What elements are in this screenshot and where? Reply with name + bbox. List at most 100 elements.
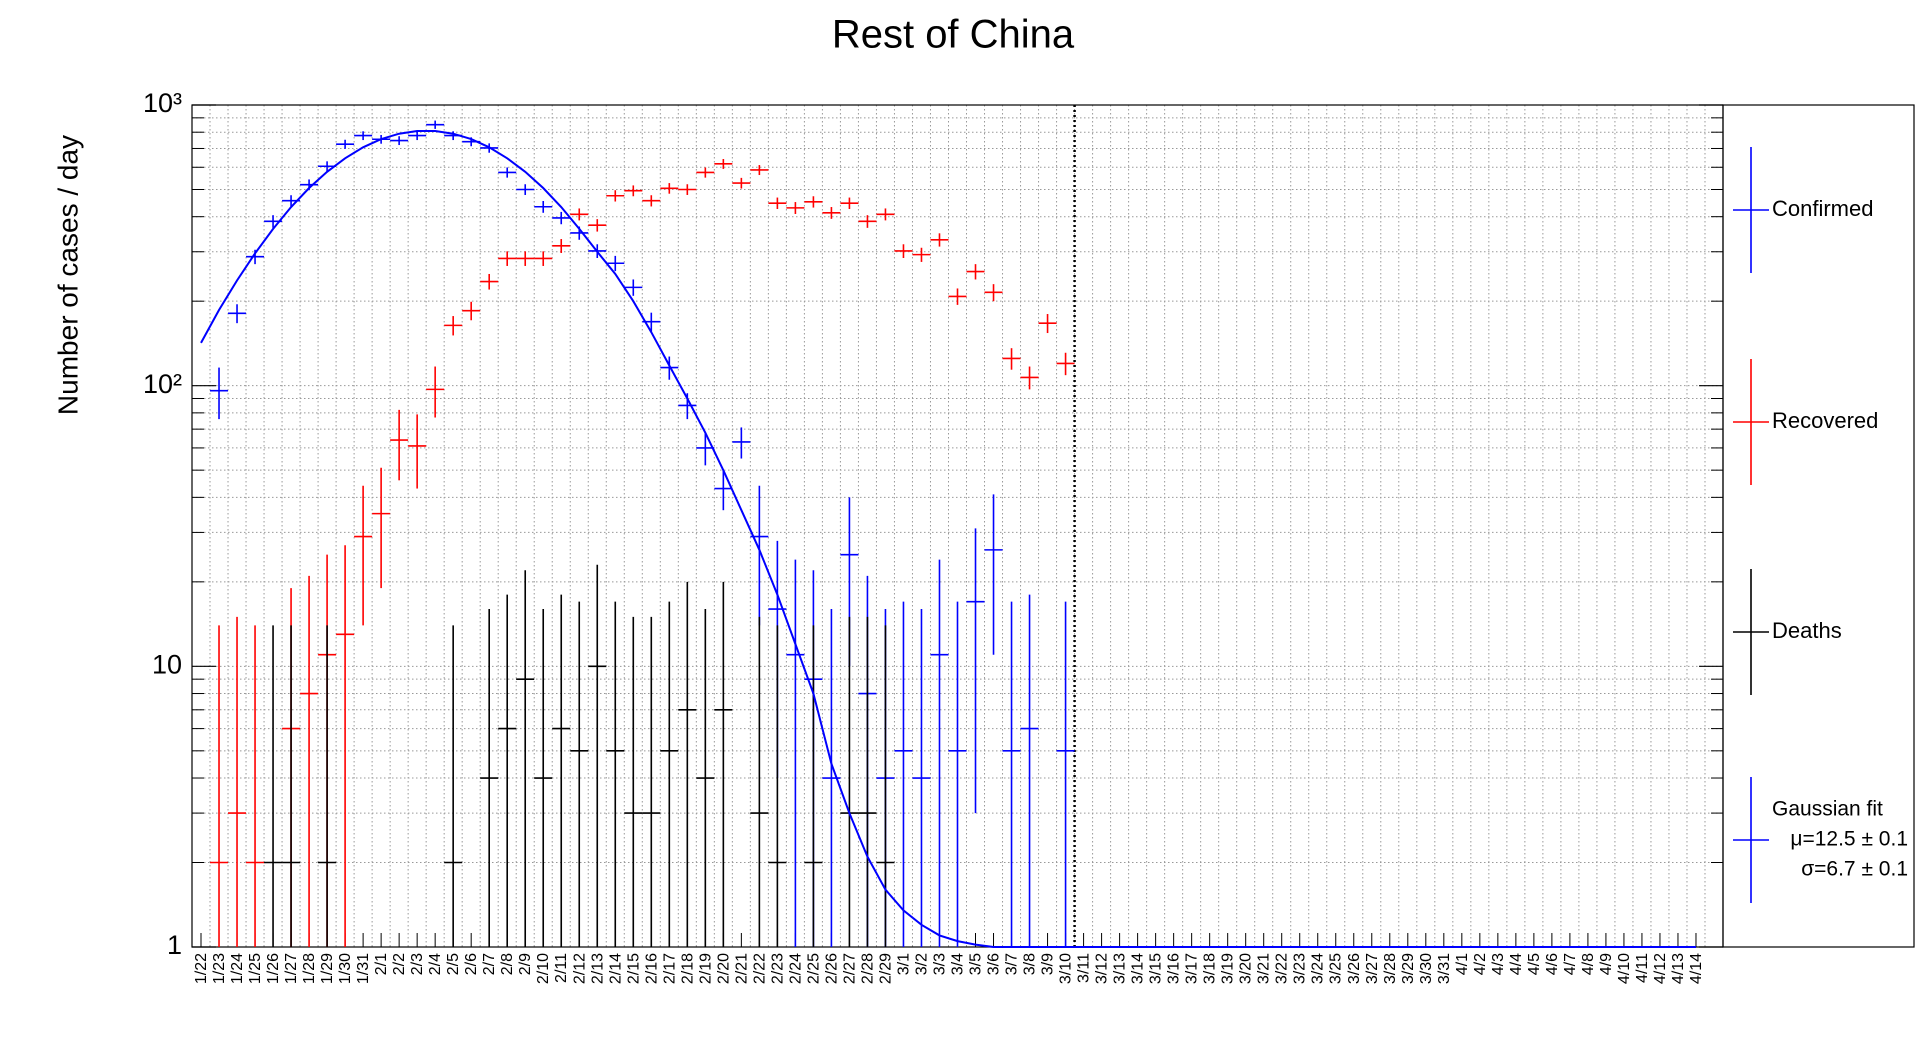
x-tick-label: 3/3 (931, 953, 948, 975)
x-tick-label: 1/26 (265, 953, 282, 984)
x-tick-label: 4/3 (1490, 953, 1507, 975)
fit-curve (200, 130, 1696, 948)
x-tick-label: 3/1 (895, 953, 912, 975)
x-tick-label: 2/29 (877, 953, 894, 984)
y-tick-label: 10 (152, 649, 182, 679)
x-tick-label: 3/6 (986, 953, 1003, 975)
x-tick-label: 3/22 (1274, 953, 1291, 984)
x-tick-label: 2/19 (697, 953, 714, 984)
x-tick-label: 1/31 (355, 953, 372, 984)
x-tick-label: 3/19 (1220, 953, 1237, 984)
x-tick-label: 4/6 (1544, 953, 1561, 975)
x-tick-label: 4/7 (1562, 953, 1579, 975)
x-tick-label: 2/8 (499, 953, 516, 975)
x-tick-label: 4/9 (1598, 953, 1615, 975)
x-tick-label: 2/23 (769, 953, 786, 984)
x-tick-label: 1/22 (193, 953, 210, 984)
x-tick-label: 2/27 (841, 953, 858, 984)
x-tick-label: 3/27 (1364, 953, 1381, 984)
x-tick-label: 1/24 (229, 953, 246, 984)
x-tick-label: 3/29 (1400, 953, 1417, 984)
x-tick-label: 3/11 (1076, 953, 1093, 983)
x-tick-label: 2/22 (751, 953, 768, 984)
x-tick-label: 3/5 (968, 953, 985, 975)
x-tick-label: 3/4 (950, 953, 967, 975)
x-tick-label: 3/15 (1148, 953, 1165, 984)
x-tick-label: 2/21 (733, 953, 750, 984)
x-tick-label: 1/29 (319, 953, 336, 984)
x-tick-label: 3/30 (1418, 953, 1435, 984)
x-tick-label: 2/2 (391, 953, 408, 975)
x-tick-label: 2/5 (445, 953, 462, 975)
x-tick-label: 2/15 (625, 953, 642, 984)
y-tick-label: 10³ (143, 88, 182, 118)
legend-note: μ=12.5 ± 0.1 (1790, 828, 1908, 851)
x-tick-label: 3/13 (1112, 953, 1129, 984)
x-tick-label: 3/20 (1238, 953, 1255, 984)
x-tick-label: 3/21 (1256, 953, 1273, 984)
legend-frame (1722, 104, 1915, 948)
x-tick-label: 2/7 (481, 953, 498, 975)
x-tick-label: 3/18 (1202, 953, 1219, 984)
x-tick-label: 1/30 (337, 953, 354, 984)
x-tick-label: 4/14 (1688, 953, 1705, 984)
x-tick-label: 2/26 (823, 953, 840, 984)
x-tick-label: 2/20 (715, 953, 732, 984)
x-tick-label: 2/12 (571, 953, 588, 984)
chart-title: Rest of China (832, 13, 1075, 57)
x-tick-label: 4/5 (1526, 953, 1543, 975)
x-tick-label: 4/12 (1652, 953, 1669, 984)
x-tick-label: 4/10 (1616, 953, 1633, 984)
x-tick-label: 2/18 (679, 953, 696, 984)
x-tick-label: 2/6 (463, 953, 480, 975)
x-tick-label: 3/12 (1094, 953, 1111, 984)
x-tick-label: 1/27 (283, 953, 300, 984)
x-tick-label: 3/2 (913, 953, 930, 975)
x-tick-label: 3/14 (1130, 953, 1147, 984)
x-tick-label: 2/11 (553, 953, 570, 983)
x-tick-label: 2/14 (607, 953, 624, 984)
y-axis-label: Number of cases / day (52, 135, 83, 415)
legend-label: Gaussian fit (1772, 798, 1883, 821)
x-tick-label: 2/16 (643, 953, 660, 984)
x-tick-label: 3/28 (1382, 953, 1399, 984)
y-tick-label: 10² (143, 369, 182, 399)
x-tick-label: 4/2 (1472, 953, 1489, 975)
x-tick-label: 3/24 (1310, 953, 1327, 984)
x-tick-label: 2/4 (427, 953, 444, 975)
y-tick-label: 1 (167, 930, 182, 960)
x-tick-label: 1/23 (211, 953, 228, 984)
x-tick-label: 3/8 (1022, 953, 1039, 975)
x-tick-label: 3/25 (1328, 953, 1345, 984)
x-tick-label: 4/1 (1454, 953, 1471, 975)
legend-note: σ=6.7 ± 0.1 (1801, 858, 1908, 881)
x-tick-label: 2/17 (661, 953, 678, 984)
x-tick-label: 3/31 (1436, 953, 1453, 984)
x-tick-label: 3/23 (1292, 953, 1309, 984)
x-tick-label: 3/17 (1184, 953, 1201, 984)
x-tick-label: 4/11 (1634, 953, 1651, 983)
x-tick-label: 3/9 (1040, 953, 1057, 975)
x-tick-label: 3/7 (1004, 953, 1021, 975)
x-tick-label: 2/1 (373, 953, 390, 975)
x-tick-label: 2/25 (805, 953, 822, 984)
legend-label: Deaths (1772, 618, 1842, 643)
legend-label: Recovered (1772, 408, 1878, 433)
x-tick-label: 1/28 (301, 953, 318, 984)
x-tick-label: 2/3 (409, 953, 426, 975)
x-tick-label: 2/10 (535, 953, 552, 984)
x-tick-label: 1/25 (247, 953, 264, 984)
x-tick-label: 2/28 (859, 953, 876, 984)
x-tick-label: 2/9 (517, 953, 534, 975)
x-tick-label: 3/10 (1058, 953, 1075, 984)
x-tick-label: 2/24 (787, 953, 804, 984)
x-tick-label: 4/4 (1508, 953, 1525, 975)
x-tick-label: 4/8 (1580, 953, 1597, 975)
x-tick-label: 4/13 (1670, 953, 1687, 984)
x-tick-label: 3/26 (1346, 953, 1363, 984)
legend-label: Confirmed (1772, 196, 1873, 221)
x-tick-label: 3/16 (1166, 953, 1183, 984)
x-tick-label: 2/13 (589, 953, 606, 984)
